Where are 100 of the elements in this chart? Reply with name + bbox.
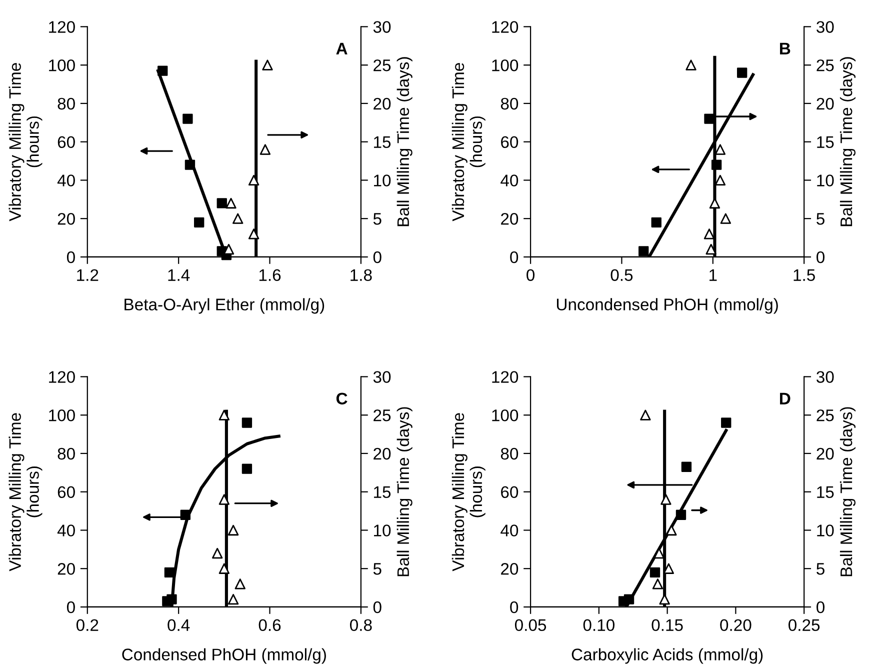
x-tick-label: 0.20	[720, 619, 752, 632]
y-tick-label: 80	[500, 98, 518, 110]
x-tick-label: 1.8	[350, 269, 372, 281]
y2-tick-label: 25	[374, 409, 391, 422]
y-tick-label: 0	[510, 251, 518, 264]
y-tick-label: 40	[500, 174, 518, 186]
point	[218, 410, 230, 420]
y2-axis-title: Ball Milling Time (days)	[840, 57, 856, 226]
x-tick-label: 1.2	[77, 269, 98, 281]
point	[212, 548, 223, 559]
x-tick-label: 0.5	[610, 269, 633, 281]
point	[686, 60, 696, 70]
y-tick-label: 60	[58, 136, 75, 148]
x-tick-label: 0.8	[350, 619, 372, 632]
y-tick-label: 0	[66, 601, 75, 614]
point	[676, 510, 686, 520]
point	[182, 114, 193, 124]
y-tick-label: 20	[501, 212, 518, 225]
point	[638, 246, 649, 256]
annotation: D	[780, 392, 790, 404]
y2-tick-label: 15	[374, 486, 391, 498]
y2-tick-label: 15	[817, 136, 834, 148]
x-tick-label: 1	[710, 269, 717, 281]
y-tick-label: 20	[501, 562, 518, 575]
point	[216, 198, 227, 208]
point	[640, 410, 651, 420]
point	[164, 567, 175, 578]
y2-axis-title: Ball Milling Time (days)	[396, 57, 412, 226]
y-tick-label: 100	[492, 409, 518, 422]
annotation: B	[780, 42, 790, 54]
y2-tick-label: 30	[373, 371, 391, 383]
y-tick-label: 40	[57, 174, 75, 186]
y2-tick-label: 5	[373, 563, 382, 575]
point	[681, 462, 692, 472]
point	[180, 510, 191, 520]
y-tick-label: 60	[58, 486, 75, 498]
y2-tick-label: 10	[374, 524, 391, 536]
y-tick-label: 100	[492, 59, 518, 72]
point	[651, 217, 662, 228]
point	[652, 578, 664, 590]
y-axis-title: Vibratory Milling Time (hours)	[8, 63, 42, 222]
point	[704, 114, 714, 124]
point	[242, 418, 252, 428]
y2-tick-label: 25	[374, 59, 391, 72]
y-axis-title: Vibratory Milling Time (hours)	[452, 63, 486, 222]
annotation: C	[336, 392, 348, 404]
y2-tick-label: 15	[817, 486, 834, 498]
point	[158, 66, 168, 76]
x-tick-label: 1.4	[168, 269, 190, 281]
point	[663, 563, 674, 574]
point	[666, 524, 677, 536]
point	[226, 198, 236, 209]
point	[228, 524, 239, 536]
point	[721, 418, 732, 428]
x-tick-label: 0	[526, 269, 535, 281]
y-tick-label: 120	[492, 21, 518, 33]
point	[714, 174, 726, 186]
y-tick-label: 60	[501, 136, 518, 148]
x-tick-label: 0.2	[76, 619, 98, 632]
y-tick-label: 40	[500, 524, 518, 536]
point	[248, 174, 260, 186]
y2-tick-label: 10	[817, 524, 834, 536]
y2-tick-label: 30	[816, 21, 834, 33]
point	[218, 563, 230, 574]
y2-tick-label: 25	[816, 59, 834, 72]
point	[660, 494, 672, 505]
y2-axis-title: Ball Milling Time (days)	[396, 407, 412, 576]
x-tick-label: 1.6	[259, 269, 281, 281]
y-axis-title: Vibratory Milling Time (hours)	[8, 413, 42, 572]
point	[624, 594, 634, 604]
point	[262, 60, 273, 70]
x-tick-label: 0.25	[788, 619, 820, 632]
y2-tick-label: 20	[374, 98, 391, 110]
point	[706, 244, 716, 255]
y2-tick-label: 25	[816, 409, 834, 422]
y-tick-label: 80	[58, 98, 75, 110]
y2-tick-label: 0	[816, 251, 825, 264]
point	[184, 160, 196, 170]
y-tick-label: 60	[501, 486, 518, 498]
annotation: A	[336, 42, 348, 54]
x-tick-label: 0.6	[258, 619, 281, 632]
y-tick-label: 100	[49, 409, 75, 422]
point	[234, 578, 246, 590]
point	[260, 144, 271, 155]
x-axis-title: Uncondensed PhOH (mmol/g)	[556, 298, 778, 314]
x-axis-title: Condensed PhOH (mmol/g)	[122, 648, 326, 664]
y2-tick-label: 0	[373, 251, 382, 264]
x-tick-label: 0.4	[168, 619, 190, 632]
y2-tick-label: 30	[373, 21, 391, 33]
point	[714, 144, 726, 155]
y2-tick-label: 5	[816, 213, 824, 225]
point	[704, 228, 715, 240]
y-tick-label: 20	[58, 562, 75, 575]
y2-tick-label: 10	[374, 174, 391, 186]
point	[218, 494, 230, 505]
x-tick-label: 0.05	[514, 619, 546, 632]
y-tick-label: 100	[49, 59, 75, 72]
y2-tick-label: 30	[816, 371, 834, 383]
point	[650, 567, 660, 578]
x-axis-title: Carboxylic Acids (mmol/g)	[572, 648, 763, 664]
